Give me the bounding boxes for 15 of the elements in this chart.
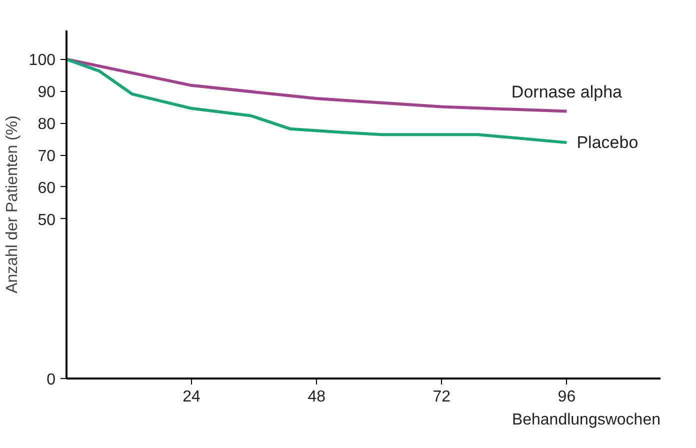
y-tick-label: 80 xyxy=(38,116,56,134)
y-tick-label: 50 xyxy=(38,212,56,229)
x-tick-label: 72 xyxy=(432,388,451,406)
series-label: Dornase alpha xyxy=(511,82,623,102)
y-tick-label: 0 xyxy=(46,372,56,388)
x-tick-label: 24 xyxy=(182,388,201,406)
y-tick-label: 90 xyxy=(38,84,56,102)
x-axis-title: Behandlungswochen xyxy=(512,412,660,428)
series-label: Placebo xyxy=(576,133,638,152)
x-tick-label: 96 xyxy=(558,388,576,406)
x-tick-label: 48 xyxy=(308,388,326,406)
y-axis-title: Anzahl der Patienten (%) xyxy=(4,116,21,294)
y-tick-label: 100 xyxy=(28,52,56,70)
y-tick-label: 60 xyxy=(38,180,56,197)
y-tick-label: 70 xyxy=(38,148,56,166)
